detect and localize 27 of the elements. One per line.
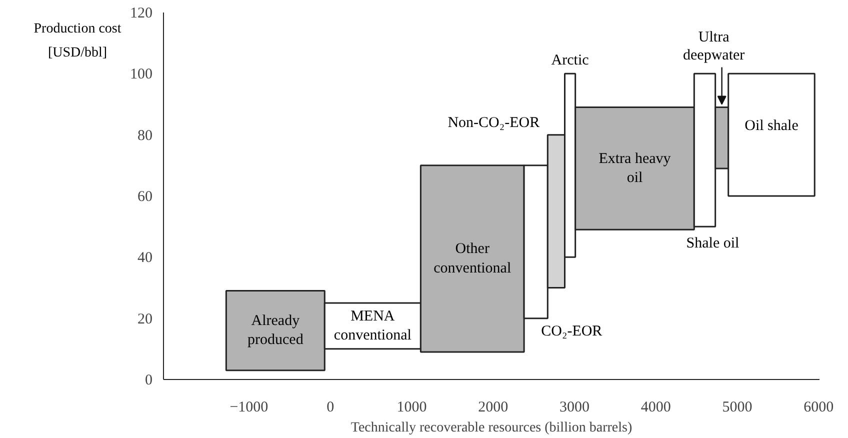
annotation: CO₂-EOR: [541, 323, 602, 340]
y-tick-label: 20: [138, 311, 152, 328]
x-tick-label: 1000: [396, 400, 427, 416]
y-tick-label: 60: [138, 189, 152, 205]
x-tick-label: 6000: [804, 400, 834, 416]
x-tick-label: 4000: [640, 400, 671, 416]
x-tick-label: 5000: [722, 400, 752, 416]
annotation: Oil shale: [744, 118, 799, 134]
annotation: Shale oil: [686, 236, 740, 252]
annotation: Already produced: [248, 312, 304, 348]
annotation: Arctic: [551, 52, 590, 69]
y-tick-label: 120: [130, 6, 152, 22]
y-tick-label: 100: [130, 66, 152, 83]
y-tick-label: 40: [138, 250, 152, 266]
y-tick-label: 0: [145, 372, 152, 388]
annotation: MENA conventional: [334, 308, 412, 344]
x-tick-label: −1000: [230, 400, 268, 416]
annotation: Extra heavy oil: [598, 150, 672, 186]
annotation: Ultra deepwater: [683, 30, 745, 64]
y-tick-label: 80: [138, 128, 152, 144]
y-axis-title: Production cost [USD/bbl]: [34, 21, 122, 60]
annotation: Other conventional: [434, 241, 512, 276]
x-axis-title: Technically recoverable resources (billion barrels): [350, 420, 632, 436]
x-tick-label: 3000: [560, 400, 590, 416]
annotation: Non-CO₂-EOR: [448, 114, 540, 131]
x-tick-label: 2000: [478, 400, 508, 416]
x-tick-label: 0: [326, 400, 334, 416]
